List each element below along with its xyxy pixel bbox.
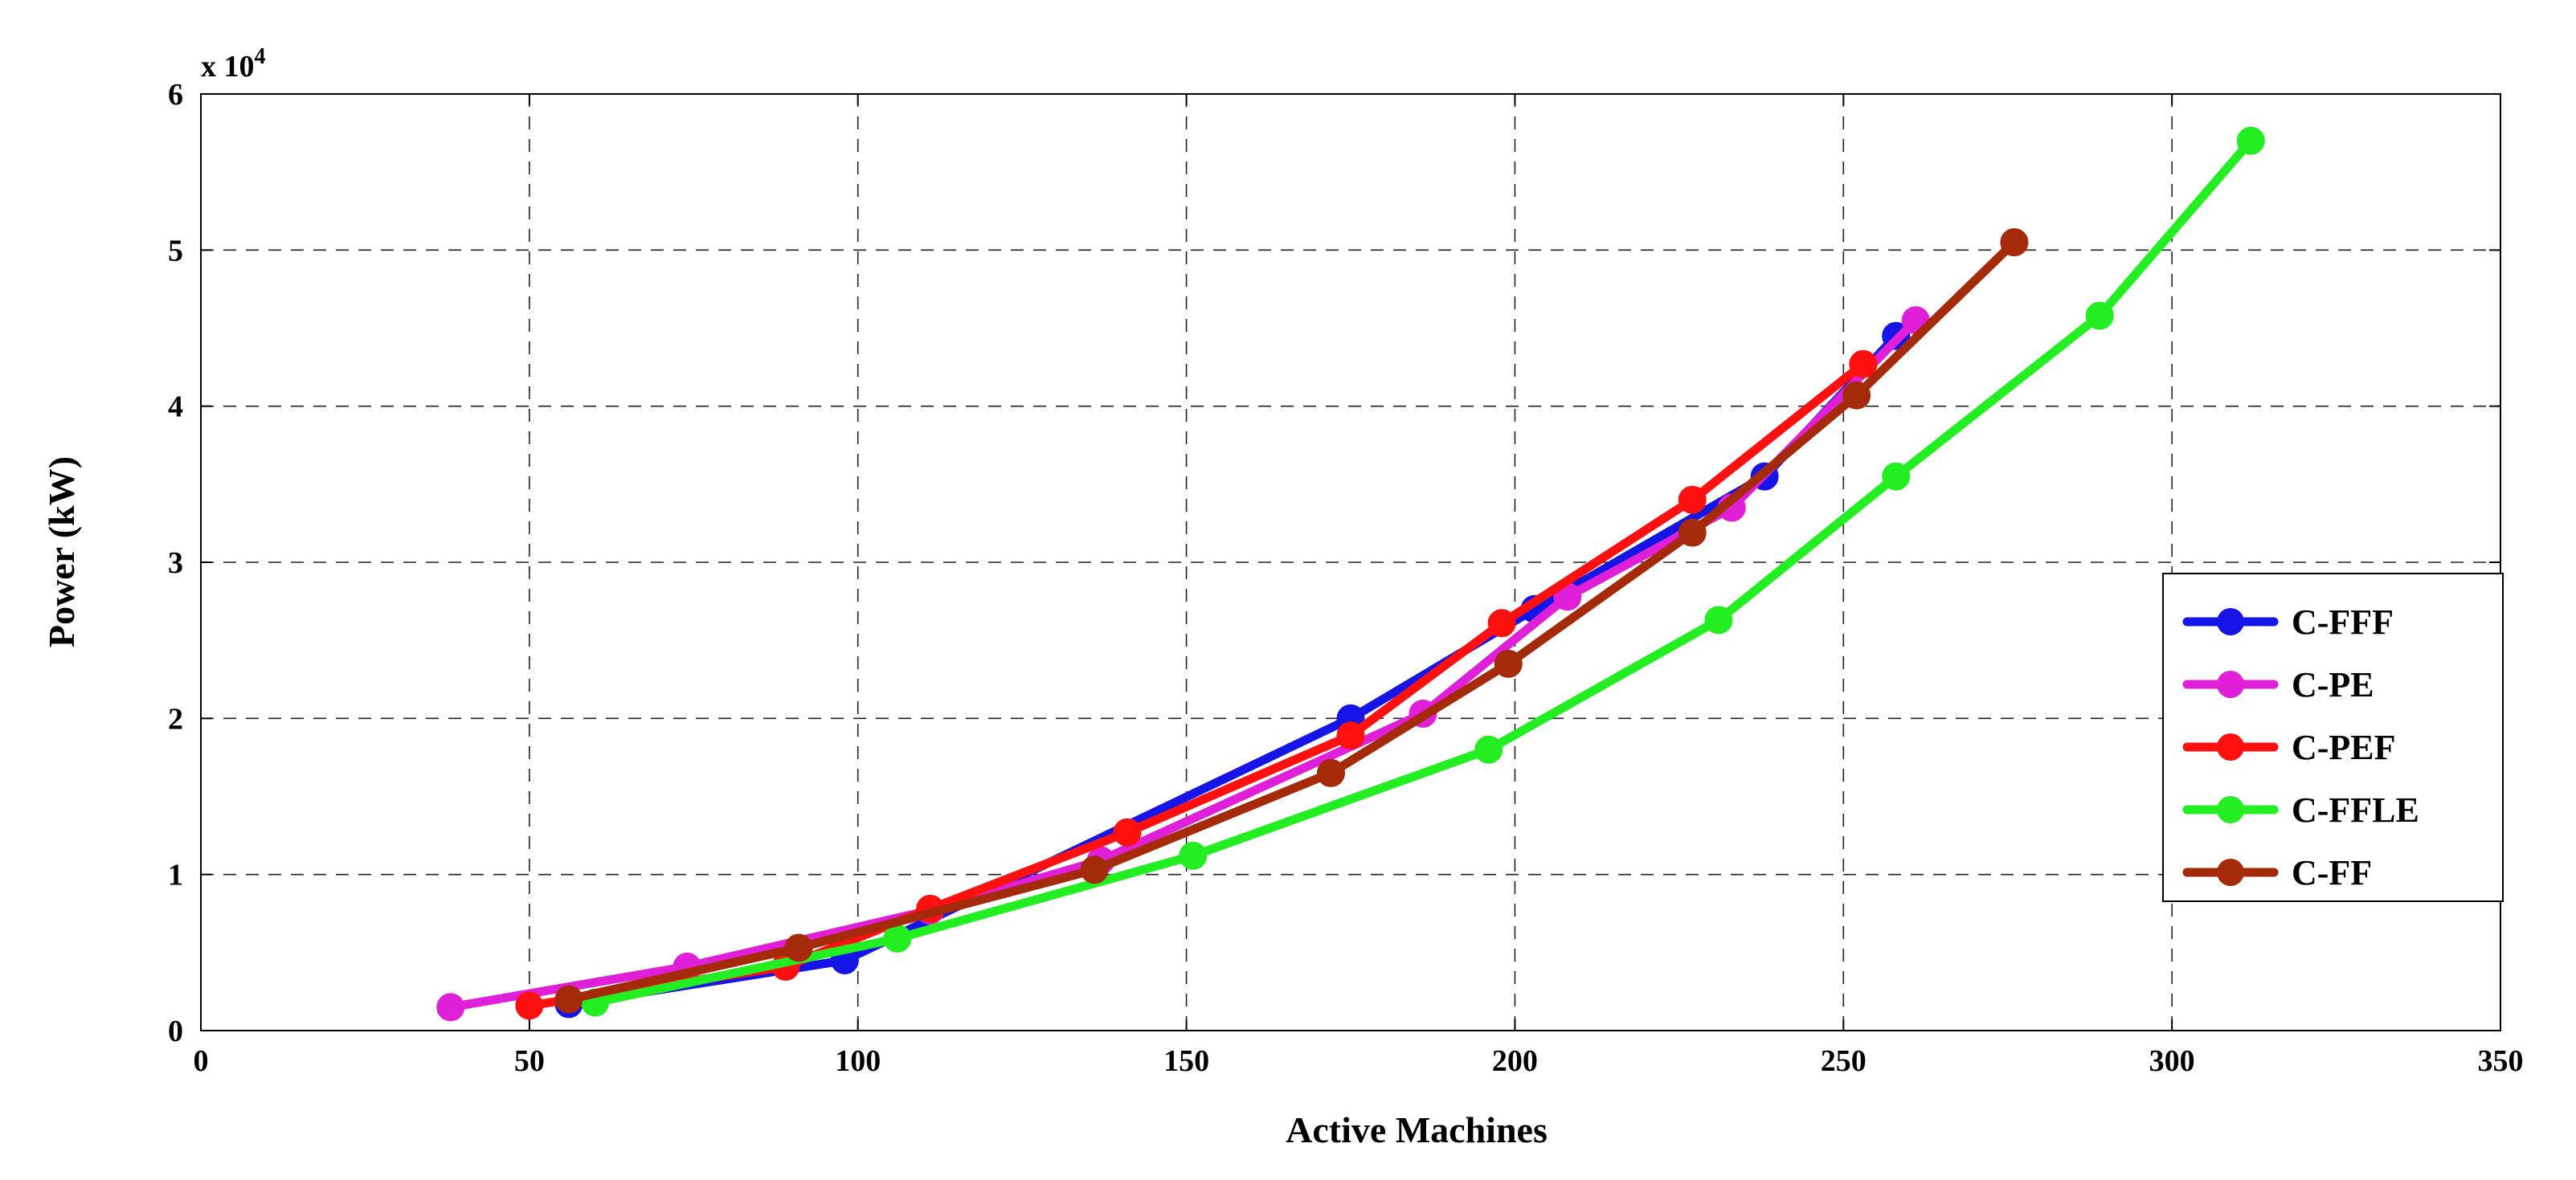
x-tick-label: 150 [1163,1044,1209,1078]
series-line-c-fff [564,331,1901,1009]
grid-lines [201,94,2500,1031]
legend-label: C-FF [2292,853,2372,892]
data-point-c-pef [1678,485,1707,514]
x-tick-label: 0 [194,1044,209,1078]
series-c-pe [436,306,1930,1022]
legend-swatch-marker [2217,796,2244,823]
x-tick-label: 350 [2478,1044,2524,1078]
x-tick-label: 100 [835,1044,881,1078]
series-line-c-pef [525,359,1868,1011]
legend-swatch-marker [2217,608,2244,635]
data-point-c-pef [1336,721,1365,750]
series-c-pef [515,349,1878,1020]
legend-label: C-PE [2292,665,2374,704]
data-point-c-ffle [2085,301,2114,330]
data-point-c-ff [1678,518,1707,547]
series-c-ffle [581,126,2265,1017]
legend-swatch-marker [2217,859,2244,886]
y-multiplier-exponent: 4 [255,44,266,69]
legend-item-c-ffle: C-FFLE [2182,790,2419,830]
x-tick-label: 250 [1821,1044,1867,1078]
legend-swatch-marker [2217,671,2244,698]
legend-label: C-FFF [2292,602,2394,642]
data-point-c-pef [1849,349,1878,378]
series-c-fff [554,321,1911,1019]
x-tick-label: 200 [1492,1044,1538,1078]
y-axis-title: Power (kW) [41,456,82,647]
series-line-c-ffle [591,136,2255,1007]
data-point-c-ffle [1474,735,1503,764]
x-tick-label: 50 [514,1044,545,1078]
data-point-c-ffle [1704,606,1733,635]
y-axis-multiplier: x 104 [201,44,266,84]
legend-label: C-PEF [2292,728,2396,767]
y-tick-label: 4 [168,390,183,424]
legend-label: C-FFLE [2292,790,2419,830]
x-tick-label: 300 [2149,1044,2195,1078]
data-point-c-ff [1494,649,1523,678]
series-c-ff [554,228,2029,1014]
y-tick-label: 3 [168,546,183,580]
data-point-c-ff [2000,228,2029,257]
x-axis-title: Active Machines [1286,1109,1548,1150]
series-lines [436,126,2265,1022]
data-point-c-pe [436,993,465,1022]
series-line-c-ff [564,238,2019,1004]
y-tick-label: 1 [168,859,183,892]
legend-item-c-pef: C-PEF [2182,728,2396,767]
data-point-c-ffle [2236,126,2265,155]
y-tick-label: 2 [168,702,183,736]
legend: C-FFF C-PE C-PEF C-FFLE C-FF [2162,573,2504,902]
data-point-c-ff [554,985,583,1014]
axis-ticks: 0 50 100 150 200 250 300 350 0 1 2 3 4 5 6 [168,78,2524,1078]
data-point-c-ff [1316,758,1345,787]
data-point-c-pef [515,991,544,1020]
data-point-c-ff [1842,381,1871,410]
y-tick-label: 5 [168,234,183,267]
data-point-c-pef [1113,818,1142,847]
legend-swatch-marker [2217,733,2244,761]
y-tick-label: 6 [168,78,183,112]
data-point-c-ffle [1882,462,1911,491]
data-point-c-pef [1487,609,1516,638]
y-tick-label: 0 [168,1015,183,1048]
legend-item-c-pe: C-PE [2182,665,2374,704]
data-point-c-ff [784,933,813,962]
data-point-c-ffle [1179,841,1208,870]
legend-item-c-ff: C-FF [2182,853,2372,892]
y-multiplier-base: x 10 [201,50,255,84]
series-line-c-pe [446,316,1920,1012]
data-point-c-ff [1080,855,1109,884]
legend-item-c-fff: C-FFF [2182,602,2394,642]
